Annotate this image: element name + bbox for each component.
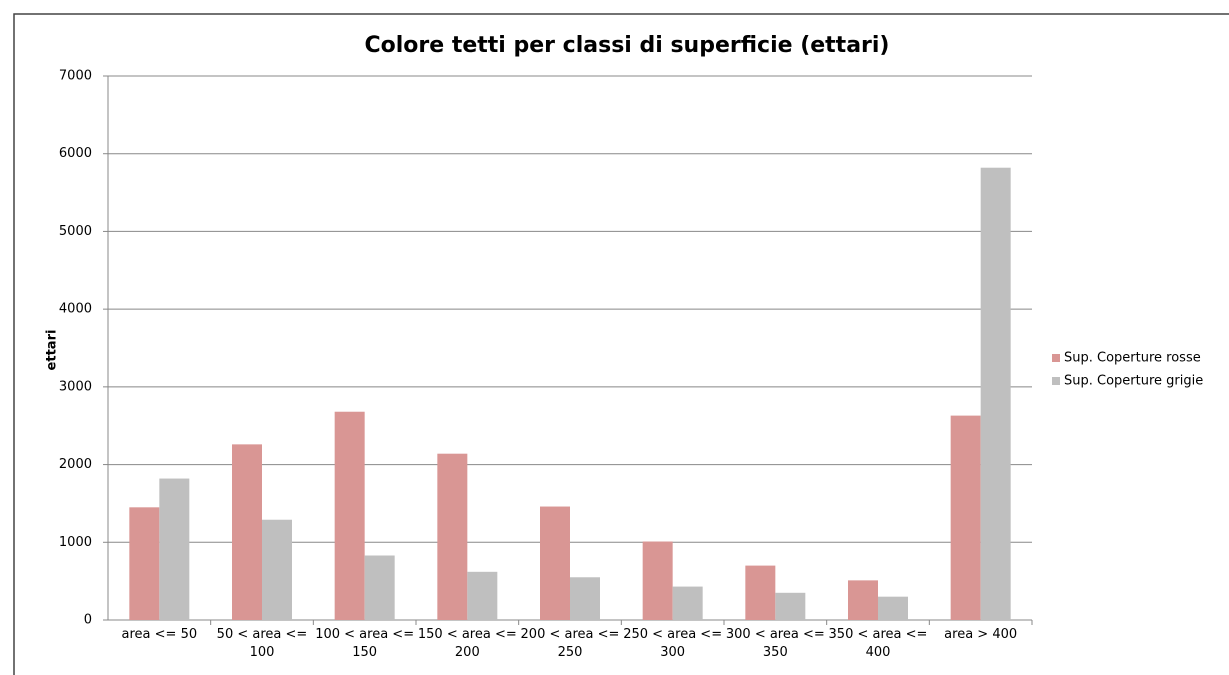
bar [848, 580, 878, 620]
y-tick-label: 3000 [59, 379, 92, 394]
legend-swatch [1052, 354, 1060, 362]
legend-label: Sup. Coperture rosse [1064, 351, 1201, 366]
bar [334, 411, 365, 620]
x-tick-label: 250 < area <= 300 [623, 627, 723, 660]
x-tick-label-box: 350 < area <= 400 [828, 627, 928, 660]
x-tick-label: 150 < area <= 200 [417, 627, 517, 660]
chart-border [13, 13, 1229, 675]
x-tick-label-box: 300 < area <= 350 [725, 627, 825, 660]
bar [262, 519, 292, 620]
bar [950, 415, 981, 620]
legend-swatch [1052, 377, 1060, 385]
bar [232, 444, 262, 620]
y-tick-label: 7000 [59, 69, 92, 84]
y-tick-label: 2000 [59, 457, 92, 472]
x-tick-label-box: 150 < area <= 200 [417, 627, 517, 660]
y-axis-label: ettari [45, 330, 60, 371]
bar [570, 577, 600, 620]
x-tick-label: 200 < area <= 250 [520, 627, 620, 660]
bar [745, 565, 776, 620]
x-tick-label: 300 < area <= 350 [725, 627, 825, 660]
y-tick-label: 6000 [59, 146, 92, 161]
y-tick-label: 0 [84, 613, 92, 628]
x-tick-label: area > 400 [944, 627, 1018, 642]
bar [672, 586, 703, 620]
bar [364, 555, 395, 620]
x-tick-label: 50 < area <= 100 [216, 627, 308, 660]
chart-title: Colore tetti per classi di superficie (e… [364, 33, 889, 58]
bar [437, 453, 468, 620]
x-tick-label-box: area <= 50 [121, 627, 198, 642]
x-tick-label: area <= 50 [121, 627, 198, 642]
bar [159, 478, 190, 620]
bar [980, 167, 1011, 620]
x-tick-label-box: 50 < area <= 100 [216, 627, 308, 660]
x-tick-label-box: area > 400 [944, 627, 1018, 642]
bar [878, 596, 908, 620]
x-tick-label: 350 < area <= 400 [828, 627, 928, 660]
bar [467, 571, 498, 620]
legend-label: Sup. Coperture grigie [1064, 374, 1203, 389]
x-tick-label-box: 200 < area <= 250 [520, 627, 620, 660]
x-tick-label-box: 250 < area <= 300 [623, 627, 723, 660]
x-tick-label: 100 < area <= 150 [315, 627, 415, 660]
y-tick-label: 1000 [59, 535, 92, 550]
bar [540, 506, 570, 620]
bar [775, 592, 806, 620]
bar [129, 507, 160, 620]
bar [642, 541, 673, 620]
y-tick-label: 4000 [59, 302, 92, 317]
x-tick-label-box: 100 < area <= 150 [315, 627, 415, 660]
y-tick-label: 5000 [59, 224, 92, 239]
